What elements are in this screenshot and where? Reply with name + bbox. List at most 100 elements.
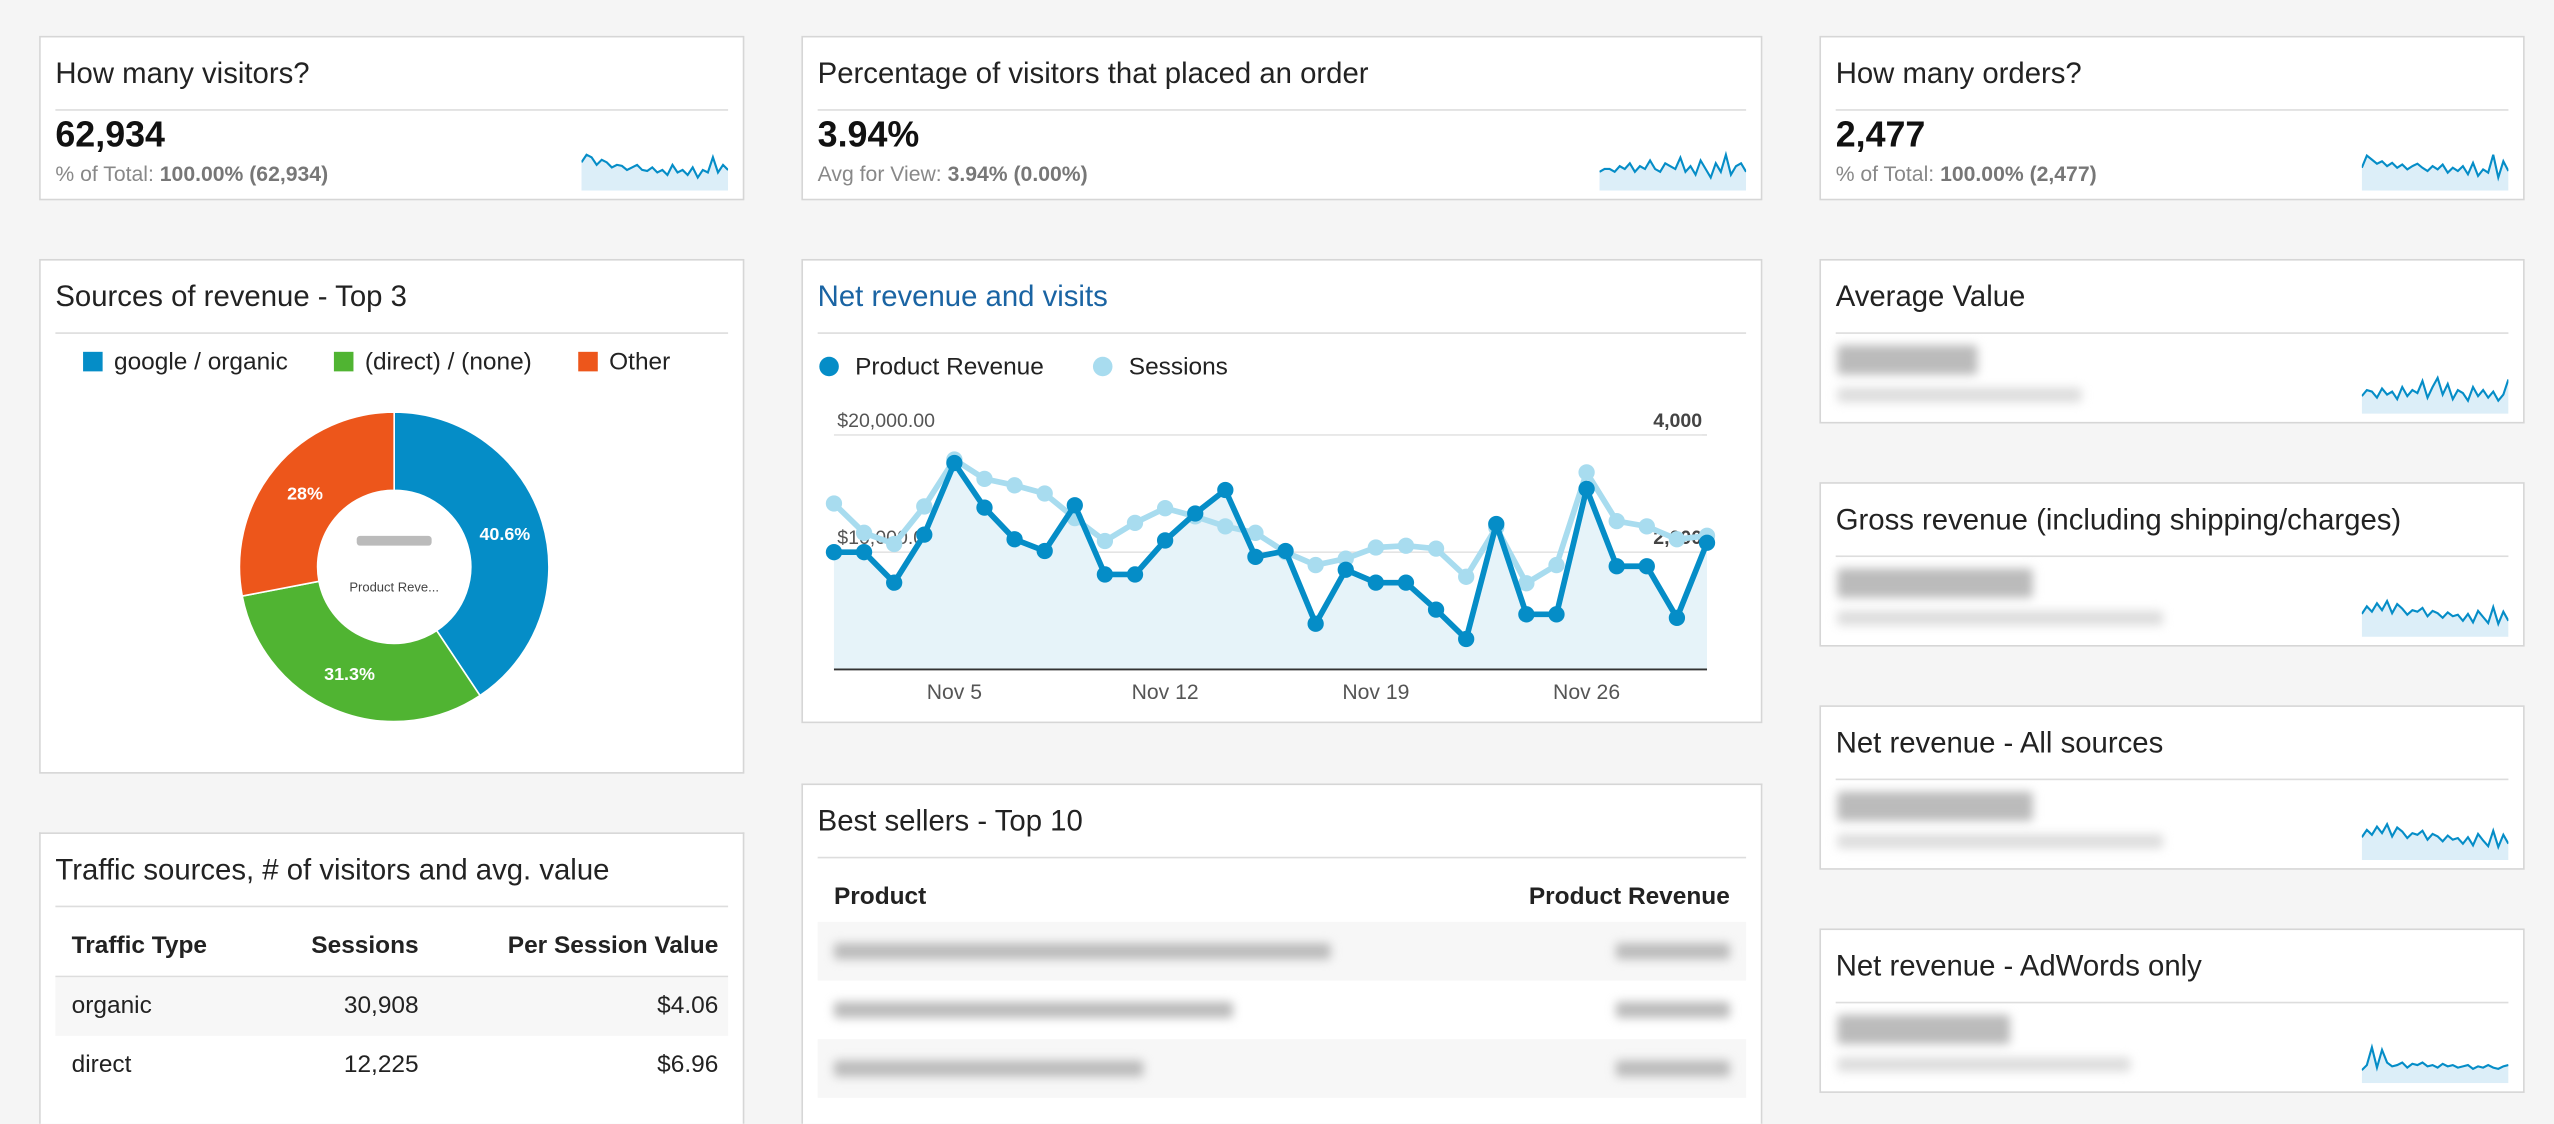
table-row: direct 12,225 $6.96 — [55, 1036, 728, 1095]
pie-card[interactable]: Sources of revenue - Top 3 google / orga… — [39, 258, 745, 774]
point — [1608, 558, 1625, 575]
point — [976, 470, 993, 488]
note-value: 100.00% (62,934) — [159, 161, 329, 186]
blurred-cell — [833, 1001, 1234, 1019]
point — [946, 454, 963, 472]
kpi-card[interactable]: Average Value — [1819, 258, 2525, 424]
point — [1427, 540, 1445, 557]
blurred-value — [1837, 791, 2033, 821]
blurred-value — [1837, 1014, 2010, 1045]
blurred-note — [1837, 833, 2164, 849]
sparkline — [581, 153, 729, 191]
spark-line — [2361, 1043, 2509, 1072]
point — [1036, 485, 1053, 502]
legend-label: google / organic — [114, 349, 288, 376]
kpi-card[interactable]: Net revenue - AdWords only — [1819, 928, 2525, 1093]
sparkline — [2361, 821, 2509, 861]
card-title: How many visitors? — [55, 57, 310, 90]
point — [1458, 630, 1475, 648]
table-row — [818, 981, 1746, 1040]
point — [1548, 556, 1565, 574]
cell: $4.06 — [657, 991, 719, 1020]
spark-area — [2361, 1047, 2509, 1084]
x-tick-label: Nov 12 — [1132, 681, 1199, 704]
spark-area — [2361, 824, 2509, 861]
kpi-note: % of Total: 100.00% (2,477) — [1836, 161, 2097, 185]
pie-slice — [238, 411, 395, 598]
point — [1638, 518, 1655, 535]
legend-marker — [819, 356, 839, 377]
x-tick-label: Nov 5 — [927, 681, 982, 704]
point — [1066, 497, 1083, 514]
point — [1006, 531, 1023, 548]
table-card[interactable]: Best sellers - Top 10 Product Product Re… — [801, 783, 1763, 1124]
kpi-note: Avg for View: 3.94% (0.00%) — [818, 161, 1088, 185]
kpi-card[interactable]: How many visitors? 62,934 % of Total: 10… — [39, 35, 745, 201]
x-tick-label: Nov 26 — [1553, 681, 1620, 704]
spark-area — [2361, 377, 2509, 414]
point — [1187, 505, 1204, 522]
point — [1036, 542, 1053, 560]
blurred-value — [1837, 345, 1978, 375]
card-title: How many orders? — [1835, 57, 2082, 90]
card-title: Gross revenue (including shipping/charge… — [1835, 503, 2402, 536]
cell: $6.96 — [657, 1050, 719, 1079]
spark-line — [2361, 153, 2509, 182]
point — [1337, 550, 1354, 567]
blurred-note — [1837, 610, 2164, 626]
point — [1156, 532, 1174, 549]
legend-label: Product Revenue — [855, 354, 1044, 381]
point — [1608, 512, 1625, 530]
blurred-cell — [1615, 943, 1730, 960]
point — [1488, 515, 1505, 533]
point — [1458, 568, 1475, 585]
table-header: Product Product Revenue — [818, 868, 1746, 927]
point — [1006, 477, 1023, 494]
separator — [1835, 555, 2509, 558]
y-tick-label: $20,000.00 — [837, 410, 935, 432]
point — [1668, 531, 1686, 548]
pie-slice — [241, 580, 482, 723]
note-value: 100.00% (2,477) — [1940, 161, 2097, 186]
point — [1548, 606, 1565, 623]
note-label: % of Total: — [1835, 161, 1935, 186]
point — [1518, 606, 1535, 623]
point — [1307, 556, 1324, 574]
cell: direct — [71, 1050, 132, 1079]
point — [916, 526, 933, 543]
column-header: Traffic Type — [71, 931, 208, 960]
cell: 30,908 — [343, 991, 419, 1020]
pie-slice — [393, 411, 550, 697]
separator — [1835, 1001, 2509, 1004]
point — [976, 499, 993, 516]
point — [916, 498, 933, 515]
line-card[interactable]: Net revenue and visits Product Revenue Se… — [801, 258, 1763, 724]
sparkline — [2361, 598, 2509, 637]
separator — [817, 332, 1747, 334]
separator — [1835, 778, 2509, 781]
legend-swatch — [578, 351, 598, 372]
kpi-card[interactable]: Net revenue - All sources — [1819, 705, 2525, 870]
separator — [55, 905, 729, 908]
point — [1397, 537, 1415, 554]
blurred-cell — [1615, 1001, 1730, 1019]
point — [1397, 574, 1415, 591]
kpi-card[interactable]: How many orders? 2,477 % of Total: 100.0… — [1819, 35, 2525, 201]
sparkline — [2361, 1043, 2509, 1084]
card-title: Traffic sources, # of visitors and avg. … — [55, 853, 610, 887]
cell: 12,225 — [343, 1050, 419, 1079]
spark-line — [2361, 821, 2509, 851]
area — [833, 463, 1708, 670]
column-header: Product Revenue — [1528, 882, 1730, 911]
slice-label: 28% — [287, 484, 323, 504]
legend-label: Sessions — [1129, 354, 1228, 381]
kpi-card[interactable]: Gross revenue (including shipping/charge… — [1819, 482, 2525, 647]
kpi-card[interactable]: Percentage of visitors that placed an or… — [801, 35, 1763, 201]
legend-label: (direct) / (none) — [365, 349, 532, 376]
table-card[interactable]: Traffic sources, # of visitors and avg. … — [39, 832, 745, 1124]
blurred-value — [1837, 568, 2033, 598]
spark-area — [581, 154, 729, 191]
separator — [55, 332, 729, 334]
legend-swatch — [83, 351, 103, 372]
